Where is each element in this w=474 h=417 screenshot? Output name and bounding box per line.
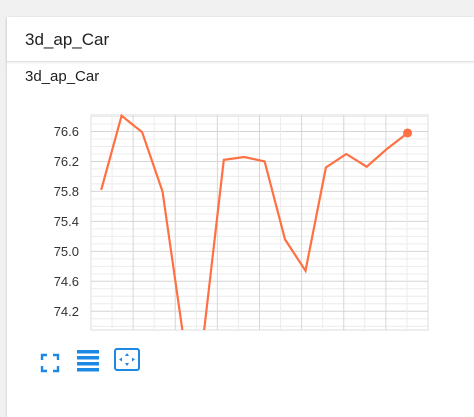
y-tick-label: 76.6: [54, 124, 79, 139]
card-title: 3d_ap_Car: [25, 30, 110, 49]
fit-screen-icon: [40, 353, 60, 373]
card-header: 3d_ap_Car: [7, 17, 474, 62]
y-tick-label: 76.2: [54, 154, 79, 169]
series-line: [100, 113, 409, 330]
select-area-button[interactable]: [113, 347, 141, 373]
y-tick-label: 74.2: [54, 304, 79, 319]
y-tick-label: 75.4: [54, 214, 79, 229]
toggle-lines-button[interactable]: [74, 347, 100, 373]
y-axis-ticks: 74.2 74.6 75.0 75.4 75.8 76.2 76.6: [54, 124, 79, 319]
chart-grid: [90, 114, 429, 331]
select-area-icon: [114, 348, 140, 371]
y-tick-label: 75.0: [54, 244, 79, 259]
list-lines-icon: [77, 350, 99, 372]
fit-screen-button[interactable]: [34, 347, 60, 373]
y-tick-label: 75.8: [54, 184, 79, 199]
chart-title: 3d_ap_Car: [25, 68, 100, 85]
series-last-point: [403, 128, 413, 138]
y-tick-label: 74.6: [54, 274, 79, 289]
chart-series: [100, 113, 413, 330]
